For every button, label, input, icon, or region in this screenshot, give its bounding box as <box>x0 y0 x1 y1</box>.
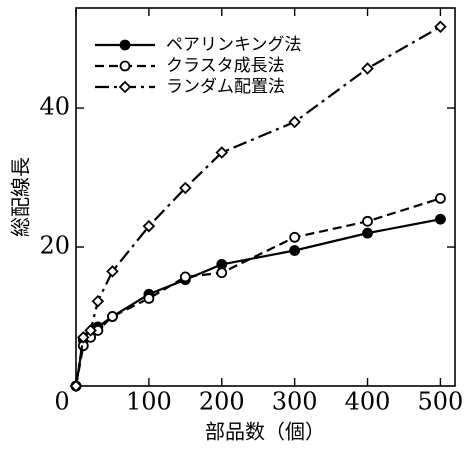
series-line <box>74 218 441 387</box>
marker <box>215 146 229 159</box>
legend-marker <box>119 39 131 51</box>
legend-marker <box>118 80 132 94</box>
x-tick-label: 0 <box>54 388 69 416</box>
x-tick-label: 300 <box>272 388 318 416</box>
marker <box>435 192 446 204</box>
marker <box>91 294 105 308</box>
y-tick-label: 40 <box>39 93 70 121</box>
marker <box>77 331 90 344</box>
marker <box>362 227 373 239</box>
marker <box>289 231 301 243</box>
legend-label: クラスタ成長法 <box>166 56 285 76</box>
marker <box>289 245 301 256</box>
marker <box>143 293 155 304</box>
plot-frame <box>75 7 456 387</box>
series-line <box>74 197 441 387</box>
marker <box>362 215 373 227</box>
marker <box>179 181 192 195</box>
x-tick-label: 400 <box>345 388 391 416</box>
y-axis-label: 総配線長 <box>9 157 33 237</box>
marker <box>106 265 119 278</box>
marker <box>142 219 156 233</box>
marker <box>216 267 228 279</box>
y-tick-label: 20 <box>39 232 70 260</box>
marker <box>434 20 447 34</box>
x-tick-label: 200 <box>199 388 245 416</box>
legend-marker <box>119 60 131 72</box>
marker <box>107 311 118 322</box>
x-tick-label: 500 <box>418 388 464 416</box>
marker <box>288 115 301 129</box>
marker <box>435 213 446 225</box>
x-axis-label: 部品数（個） <box>205 420 325 444</box>
legend-label: ランダム配置法 <box>166 77 285 97</box>
marker <box>179 271 191 283</box>
marker <box>361 62 374 75</box>
legend-label: ペアリンキング法 <box>166 35 302 55</box>
marker <box>69 379 83 393</box>
x-tick-label: 100 <box>126 388 172 416</box>
marker <box>84 324 97 337</box>
